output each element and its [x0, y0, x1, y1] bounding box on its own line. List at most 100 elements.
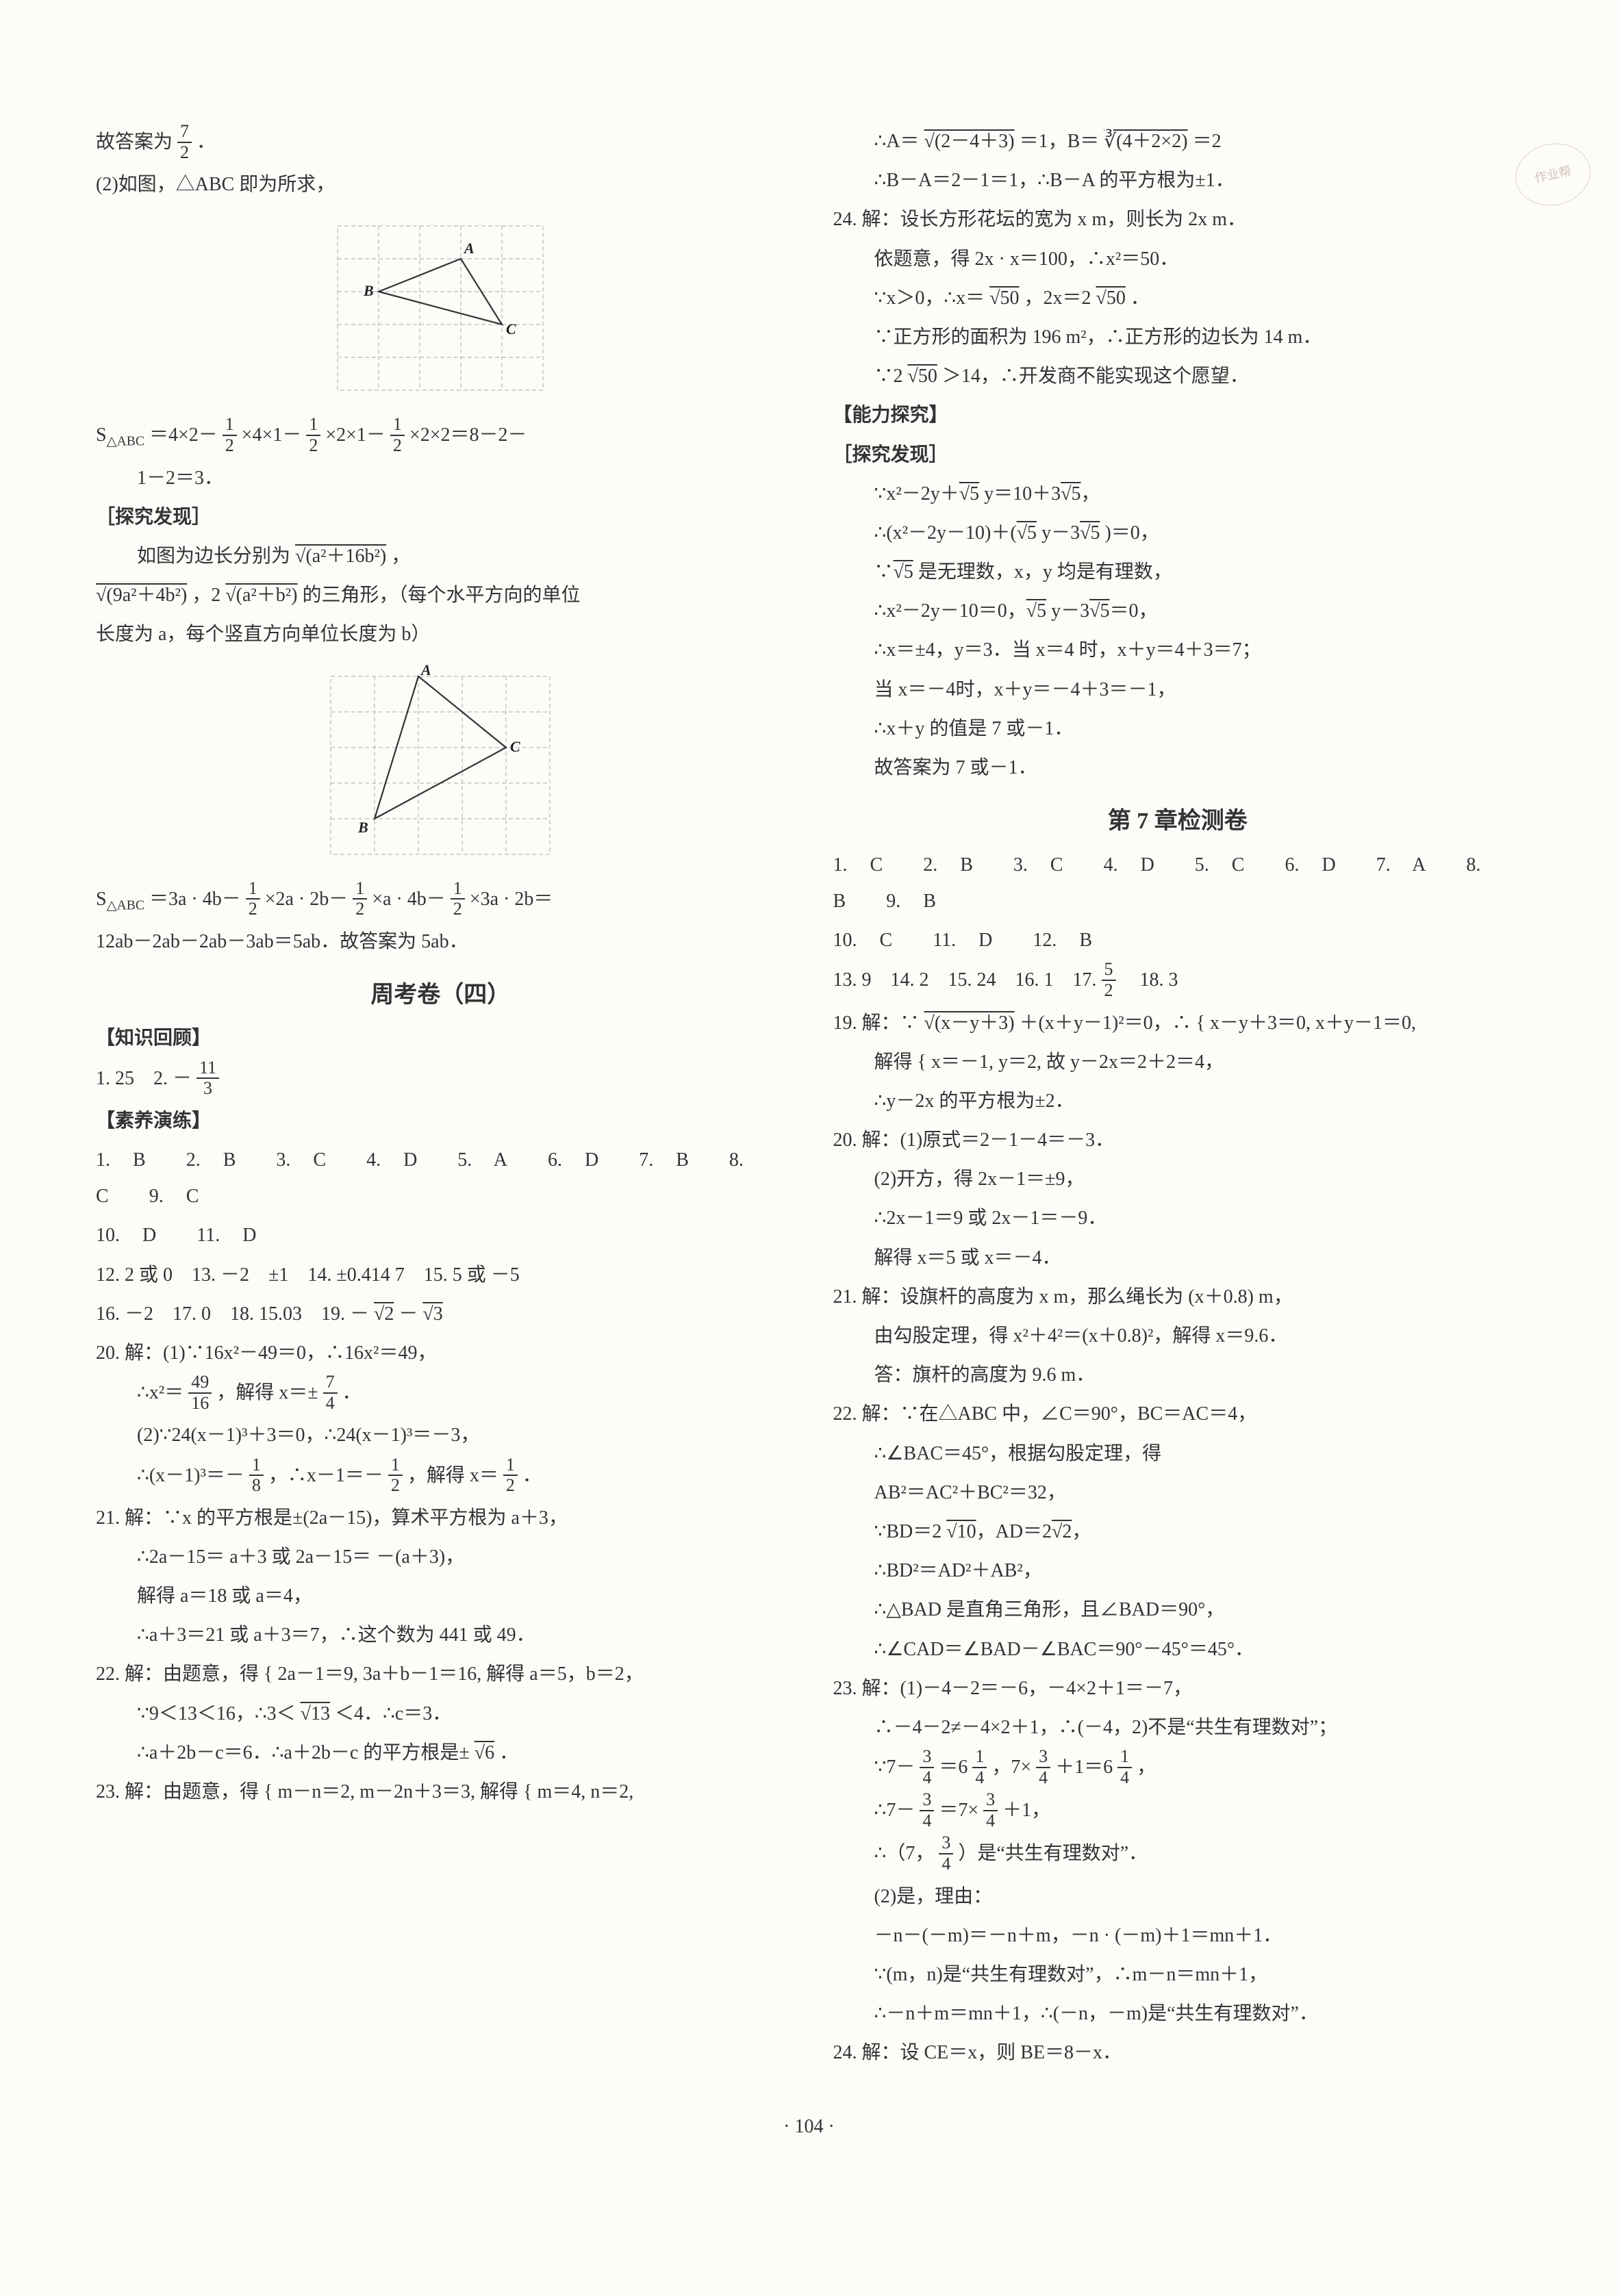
n: 1: [249, 1455, 264, 1475]
text: ，: [391, 546, 410, 567]
line: ∴∠BAC＝45°，根据勾股定理，得: [833, 1436, 1523, 1472]
text: ，2x＝2: [1024, 288, 1096, 309]
label-C: C: [506, 320, 516, 337]
text: ，: [1137, 1757, 1156, 1778]
radical: √2: [374, 1303, 394, 1325]
n: 1: [1117, 1747, 1132, 1767]
text: ∵x＞0，∴x＝: [874, 288, 985, 309]
line: ∴x＋y 的值是 7 或－1．: [833, 711, 1523, 747]
text: －: [399, 1303, 418, 1325]
d: 2: [1102, 980, 1116, 1001]
text: ．: [197, 131, 216, 153]
fraction: 12: [246, 879, 260, 919]
radical: √10: [946, 1521, 976, 1542]
d: 4: [1036, 1767, 1050, 1788]
fraction: 52: [1102, 960, 1116, 1000]
line: ∵(m，n)是“共生有理数对”，∴m－n＝mn＋1，: [833, 1956, 1523, 1993]
text: ，: [1072, 1521, 1091, 1542]
label-C: C: [510, 738, 520, 755]
section-header: 【能力探究】: [833, 397, 1523, 433]
line: ∵x＞0，∴x＝ √50 ，2x＝2 √50 ．: [833, 280, 1523, 316]
section-header: 【知识回顾】: [96, 1020, 785, 1056]
ans: 4. D: [1104, 854, 1172, 876]
radical: √6: [475, 1742, 494, 1763]
q20b: 20. 解：(1)原式＝2－1－4＝－3．: [833, 1122, 1523, 1158]
line: ∴2a－15＝ a＋3 或 2a－15＝ －(a＋3)，: [96, 1539, 785, 1575]
radical: √(2－4＋3): [924, 131, 1015, 152]
d: 4: [1117, 1767, 1132, 1788]
text: ．: [342, 1382, 362, 1403]
text: ，: [1080, 483, 1100, 505]
left-column: 故答案为 72 ． (2)如图，△ABC 即为所求， A B C: [96, 123, 785, 2074]
line: (2)开方，得 2x－1＝±9，: [833, 1161, 1523, 1197]
line: 如图为边长分别为 √(a²＋16b²) ，: [96, 538, 785, 574]
line: ∴x²－2y－10＝0，√5 y－3√5＝0，: [833, 593, 1523, 629]
line: 故答案为 7 或－1．: [833, 750, 1523, 786]
text: y－3: [1037, 522, 1080, 544]
text: ＝2: [1193, 131, 1222, 152]
n: 5: [1102, 960, 1116, 980]
ans: 1. B: [96, 1149, 164, 1171]
line: ∵BD＝2 √10，AD＝2√2，: [833, 1514, 1523, 1550]
ans: 5. C: [1195, 854, 1263, 876]
text: 13. 9 14. 2 15. 24 16. 1 17.: [833, 969, 1102, 991]
answers-row-4: 10. C 11. D 12. B: [833, 922, 1523, 958]
text: ，2: [192, 585, 225, 606]
text: ＝1，B＝: [1020, 131, 1100, 152]
line: 13. 9 14. 2 15. 24 16. 1 17. 52 18. 3: [833, 961, 1523, 1002]
fraction: 12: [223, 415, 237, 455]
text: ×a · 4b－: [372, 889, 446, 910]
line: 当 x＝－4时，x＋y＝－4＋3＝－1，: [833, 672, 1523, 708]
line: (2)∵24(x－1)³＋3＝0，∴24(x－1)³＝－3，: [96, 1417, 785, 1453]
subscript: △ABC: [107, 435, 144, 449]
d: 2: [306, 435, 320, 456]
text: ．: [1130, 288, 1150, 309]
ans: 10. D: [96, 1225, 174, 1246]
n: 3: [920, 1790, 934, 1810]
n: 1: [503, 1455, 518, 1475]
d: 8: [249, 1475, 264, 1496]
q22b: 22. 解：∵在△ABC 中，∠C＝90°，BC＝AC＝4，: [833, 1396, 1523, 1432]
line: ∵x²－2y＋√5 y＝10＋3√5，: [833, 476, 1523, 512]
line: S△ABC ＝3a · 4b－ 12 ×2a · 2b－ 12 ×a · 4b－…: [96, 880, 785, 921]
fraction: 34: [939, 1833, 953, 1874]
radical: √5: [894, 561, 913, 583]
fraction: 72: [177, 122, 192, 162]
line: AB²＝AC²＋BC²＝32，: [833, 1475, 1523, 1511]
ans: 12. B: [1033, 930, 1110, 951]
radical: √50: [1096, 288, 1126, 309]
q20: 20. 解：(1)∵16x²－49＝0，∴16x²＝49，: [96, 1335, 785, 1371]
d: 2: [390, 435, 405, 456]
n: 1: [390, 415, 405, 435]
ans: 6. D: [1285, 854, 1353, 876]
line: ∴y－2x 的平方根为±2．: [833, 1083, 1523, 1119]
line: 解得 a＝18 或 a＝4，: [96, 1578, 785, 1614]
d: 2: [451, 898, 465, 919]
ans: 11. D: [197, 1225, 274, 1246]
q19: 19. 解：∵ √(x－y＋3) ＋(x＋y－1)²＝0，∴ { x－y＋3＝0…: [833, 1005, 1523, 1041]
text: y－3: [1046, 600, 1089, 622]
radical: √5: [1017, 522, 1037, 544]
text: ＝4×2－: [149, 424, 218, 446]
line: (2)如图，△ABC 即为所求，: [96, 166, 785, 203]
text: S: [96, 889, 107, 910]
text: ×3a · 2b＝: [470, 889, 553, 910]
line: ∵2 √50 ＞14，∴开发商不能实现这个愿望．: [833, 358, 1523, 394]
line: √(9a²＋4b²) ，2 √(a²＋b²) 的三角形，（每个水平方向的单位: [96, 577, 785, 613]
line: ∴－4－2≠－4×2＋1，∴(－4，2)不是“共生有理数对”；: [833, 1709, 1523, 1746]
text: ＝3a · 4b－: [149, 889, 241, 910]
text: 是无理数，x，y 均是有理数，: [913, 561, 1172, 583]
fraction: 34: [920, 1747, 934, 1787]
line: 1－2＝3．: [96, 460, 785, 496]
d: 2: [503, 1475, 518, 1496]
right-column: ∴A＝ √(2－4＋3) ＝1，B＝ ∛(4＋2×2) ＝2 ∴B－A＝2－1＝…: [833, 123, 1523, 2074]
ans: 2. B: [923, 854, 991, 876]
d: 4: [972, 1767, 987, 1788]
text: ×2×2＝8－2－: [409, 424, 527, 446]
figure-triangle-1: A B C: [324, 212, 557, 404]
text: ∴x²－2y－10＝0，: [874, 600, 1026, 622]
ans: 11. D: [933, 930, 1010, 951]
text: ＝0，: [1109, 600, 1157, 622]
text: ＝6: [939, 1757, 972, 1778]
line: 1. 25 2. － 113: [96, 1060, 785, 1100]
